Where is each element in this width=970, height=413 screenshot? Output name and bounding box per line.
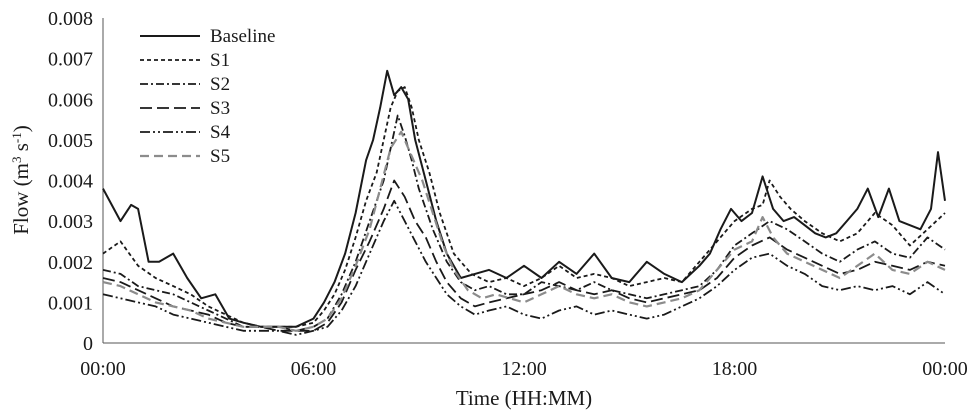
legend-label-baseline: Baseline <box>210 26 275 47</box>
y-tick-label: 0.004 <box>48 171 93 193</box>
x-tick-label: 12:00 <box>501 358 547 380</box>
x-tick-label: 00:00 <box>80 358 126 380</box>
y-tick-label: 0.005 <box>48 130 93 152</box>
y-tick-label: 0.003 <box>48 211 93 233</box>
y-tick-label: 0 <box>83 333 93 355</box>
series-lines <box>102 69 946 336</box>
y-tick-labels: 0 0.001 0.002 0.003 0.004 0.005 0.006 0.007 0.00… <box>48 8 93 355</box>
x-tick-label: 00:00 <box>922 358 968 380</box>
legend: Baseline S1 S2 S3 S4 S5 <box>140 26 275 167</box>
y-tick-label: 0.008 <box>48 8 93 30</box>
x-tick-labels: 00:00 06:00 12:00 18:00 00:00 <box>80 358 968 380</box>
x-tick-label: 06:00 <box>291 358 337 380</box>
series-line-baseline <box>102 69 946 328</box>
y-axis-title-sup1: 3 <box>9 157 24 164</box>
series-line-s3 <box>102 179 946 332</box>
legend-label-s2: S2 <box>210 74 230 95</box>
y-tick-label: 0.002 <box>48 252 93 274</box>
y-tick-label: 0.006 <box>48 89 93 111</box>
y-axis-title: Flow (m3 s-1) <box>9 125 34 235</box>
legend-label-s3: S3 <box>210 98 230 119</box>
x-tick-label: 18:00 <box>712 358 758 380</box>
legend-label-s1: S1 <box>210 50 230 71</box>
y-tick-label: 0.001 <box>48 292 93 314</box>
y-axis-title-sup2: -1 <box>9 132 24 143</box>
y-tick-label: 0.007 <box>48 49 93 71</box>
legend-label-s4: S4 <box>210 122 231 143</box>
legend-label-s5: S5 <box>210 146 230 167</box>
series-line-s4 <box>102 199 946 336</box>
x-axis-title: Time (HH:MM) <box>456 386 592 410</box>
series-line-s5 <box>102 130 946 332</box>
